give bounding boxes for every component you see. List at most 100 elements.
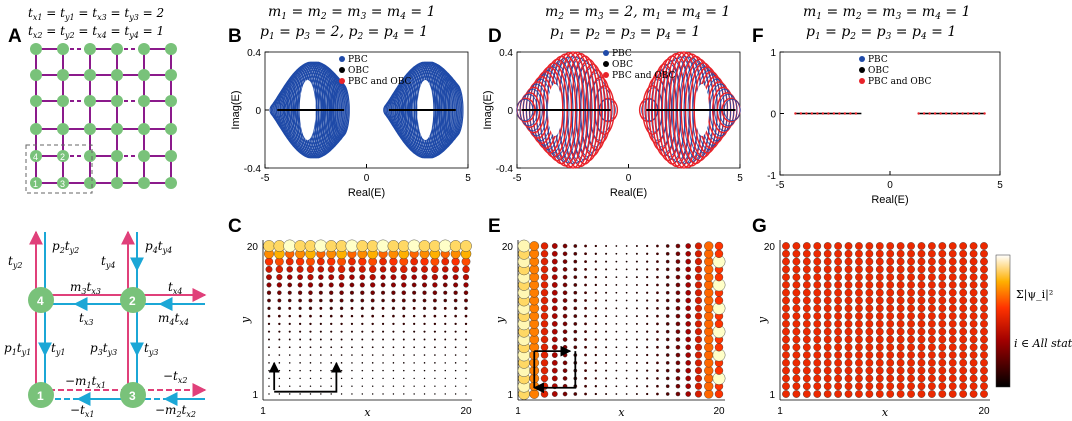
density-point — [865, 265, 874, 274]
density-point — [782, 304, 790, 313]
density-point — [875, 304, 884, 313]
x-tick-label: 1 — [260, 406, 266, 417]
density-point — [412, 314, 416, 318]
density-point — [907, 273, 915, 282]
density-point — [423, 314, 426, 318]
density-point — [675, 259, 681, 264]
density-point — [562, 329, 568, 334]
density-point — [685, 274, 692, 280]
density-point — [351, 338, 353, 341]
y-axis-label: Imag(E) — [230, 90, 242, 129]
density-point — [330, 362, 332, 364]
density-point — [685, 305, 692, 312]
density-point — [782, 382, 790, 391]
density-point — [413, 354, 415, 356]
legend-marker — [859, 56, 865, 62]
density-point — [980, 327, 988, 336]
density-point — [288, 314, 291, 318]
density-point — [948, 382, 957, 391]
density-point — [685, 266, 692, 273]
density-point — [392, 322, 395, 326]
density-point — [615, 393, 618, 395]
density-point — [802, 351, 811, 359]
density-point — [865, 366, 874, 375]
density-point — [465, 377, 467, 380]
density-point — [823, 343, 832, 352]
density-point — [339, 298, 344, 303]
spectrum-point — [950, 112, 953, 115]
cell-label-1: 1 — [33, 179, 38, 189]
density-point — [834, 296, 842, 305]
density-point — [460, 240, 472, 252]
spectrum-point — [977, 112, 981, 115]
density-point — [615, 385, 618, 388]
y-tick-label: 0 — [255, 106, 261, 117]
density-point — [350, 306, 354, 310]
density-point — [896, 327, 905, 336]
density-point — [802, 242, 811, 250]
density-point — [411, 282, 417, 288]
density-point — [917, 273, 926, 282]
density-point — [896, 320, 905, 328]
density-point — [349, 282, 355, 288]
density-point — [896, 257, 905, 266]
density-point — [605, 299, 608, 302]
density-point — [969, 382, 978, 391]
density-point — [948, 366, 957, 375]
density-point — [266, 282, 272, 288]
density-point — [309, 393, 312, 395]
spectrum-point — [972, 112, 975, 115]
density-point — [813, 288, 822, 297]
legend-label-0: PBC — [348, 55, 368, 65]
density-point — [381, 298, 385, 303]
density-point — [865, 242, 874, 250]
density-point — [454, 393, 457, 395]
density-point — [834, 304, 842, 313]
density-point — [403, 369, 405, 372]
density-point — [382, 354, 384, 356]
density-point — [694, 367, 703, 375]
density-point — [635, 385, 638, 388]
density-point — [423, 354, 426, 356]
density-point — [444, 385, 446, 387]
x-tick-label: 5 — [737, 173, 743, 184]
y-axis-label: y — [756, 316, 769, 324]
density-point — [308, 306, 313, 311]
density-point — [562, 251, 568, 257]
density-point — [646, 291, 649, 294]
density-point — [540, 257, 549, 266]
density-point — [268, 393, 270, 395]
density-point — [443, 306, 447, 310]
density-point — [418, 240, 431, 252]
density-point — [855, 281, 863, 289]
site-label-4: 4 — [37, 294, 44, 308]
density-point — [665, 298, 670, 303]
density-point — [432, 290, 438, 296]
density-point — [340, 369, 343, 372]
density-point — [464, 330, 468, 333]
cell-label-3: 3 — [60, 179, 65, 189]
density-point — [959, 320, 968, 328]
density-point — [704, 272, 714, 282]
density-point — [376, 239, 390, 253]
density-point — [675, 251, 681, 257]
density-point — [309, 330, 312, 333]
chart-e: 1 20 20 1 x y — [494, 239, 726, 419]
spectrum-point — [933, 112, 937, 115]
density-point — [361, 362, 364, 364]
density-point — [855, 273, 863, 282]
density-point — [350, 314, 354, 318]
density-point — [948, 265, 957, 274]
density-point — [802, 335, 811, 344]
density-point — [551, 274, 558, 281]
density-point — [948, 273, 957, 282]
panel-b-title-1: m1 = m2 = m3 = m4 = 1 — [268, 4, 435, 22]
cell-label-2: 2 — [60, 152, 65, 162]
density-point — [685, 344, 692, 351]
lattice-site — [165, 43, 177, 55]
spectrum-point — [983, 112, 986, 115]
density-point — [605, 268, 608, 271]
x-tick-label: 0 — [364, 173, 370, 184]
density-point — [412, 298, 416, 303]
density-point — [875, 320, 884, 328]
